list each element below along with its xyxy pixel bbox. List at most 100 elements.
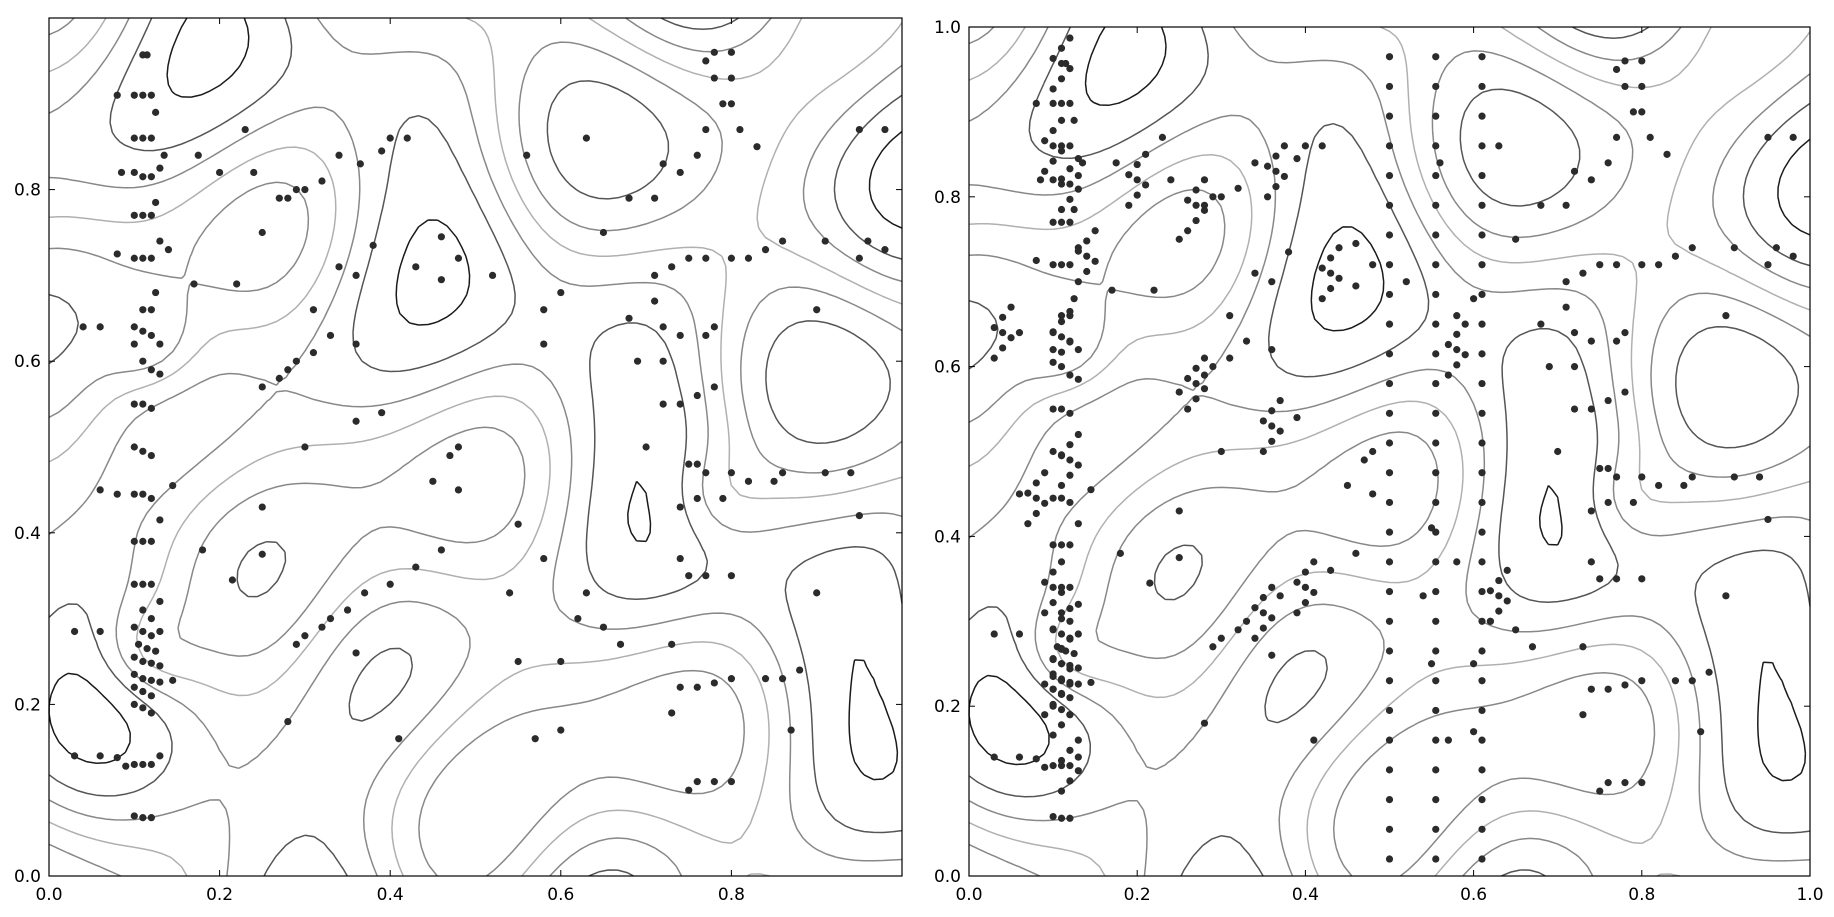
data-point xyxy=(1310,588,1318,597)
x-tick-label: 0.0 xyxy=(35,885,62,905)
data-point xyxy=(1318,142,1326,150)
data-point xyxy=(1293,609,1301,617)
data-point xyxy=(1385,350,1394,358)
data-point xyxy=(228,576,236,584)
contour-level-line xyxy=(968,26,1811,782)
data-point xyxy=(152,108,160,116)
data-point xyxy=(1268,422,1276,430)
data-point xyxy=(1074,185,1082,193)
data-point xyxy=(1385,587,1394,596)
data-point xyxy=(1486,617,1495,625)
data-point xyxy=(1385,706,1394,715)
data-point xyxy=(727,778,736,786)
data-point xyxy=(1385,825,1394,833)
data-point xyxy=(702,57,710,65)
data-point xyxy=(1495,607,1503,615)
x-tick-label: 0.2 xyxy=(1124,885,1151,905)
data-point xyxy=(147,91,155,99)
data-point xyxy=(1057,180,1066,188)
data-point xyxy=(352,417,360,425)
data-point xyxy=(1671,677,1680,685)
data-point xyxy=(1432,587,1440,596)
data-point xyxy=(1066,165,1074,173)
data-point xyxy=(1200,201,1209,209)
data-point xyxy=(1596,464,1604,473)
data-point xyxy=(1276,396,1284,405)
data-point xyxy=(1057,481,1066,490)
data-point xyxy=(412,263,420,271)
data-point xyxy=(990,753,998,761)
data-point xyxy=(796,666,804,674)
data-point xyxy=(1066,583,1074,591)
contour-level-line xyxy=(48,17,903,877)
data-point xyxy=(1057,721,1066,729)
data-point xyxy=(1268,651,1276,659)
data-point xyxy=(134,640,143,648)
data-point xyxy=(1041,578,1049,586)
data-point xyxy=(659,357,667,365)
data-point xyxy=(744,254,753,262)
data-point xyxy=(1385,320,1394,328)
data-point xyxy=(1041,469,1049,477)
data-point xyxy=(1259,593,1267,602)
data-point xyxy=(1057,147,1066,155)
data-point xyxy=(574,615,582,623)
data-point xyxy=(386,580,394,588)
data-point xyxy=(1049,85,1057,93)
x-tick-label: 0.6 xyxy=(1460,885,1487,905)
data-point xyxy=(1057,787,1066,795)
data-point xyxy=(139,537,147,545)
data-point xyxy=(1352,549,1360,557)
data-point xyxy=(1301,142,1309,150)
data-point xyxy=(1789,252,1797,260)
data-point xyxy=(761,246,770,254)
data-point xyxy=(710,383,718,391)
data-point xyxy=(1385,379,1394,388)
data-point xyxy=(1705,668,1713,676)
data-point xyxy=(1268,437,1276,445)
data-point xyxy=(1432,290,1440,299)
data-point xyxy=(1041,763,1049,771)
data-point xyxy=(761,675,770,683)
data-point xyxy=(1478,706,1486,715)
data-point xyxy=(1074,278,1082,286)
data-point xyxy=(1066,409,1074,417)
data-point xyxy=(1537,201,1545,209)
data-point xyxy=(1385,766,1394,774)
y-tick-label: 0.0 xyxy=(934,867,961,887)
data-point xyxy=(152,647,160,655)
data-point xyxy=(326,615,335,623)
data-point xyxy=(395,735,403,743)
data-point xyxy=(1280,142,1288,150)
data-point xyxy=(1070,205,1078,214)
data-point xyxy=(1369,261,1377,269)
data-point xyxy=(1057,44,1066,52)
data-point xyxy=(1629,498,1637,507)
data-point xyxy=(454,254,463,262)
data-point xyxy=(1066,142,1074,150)
data-point xyxy=(855,254,863,262)
data-point xyxy=(1385,469,1394,477)
data-point xyxy=(378,147,386,155)
data-point xyxy=(275,374,283,382)
data-point xyxy=(1478,587,1486,596)
data-point xyxy=(446,451,454,460)
y-axis-ticks: 0.0 0.2 0.4 0.6 0.8 1.0 xyxy=(934,18,1810,887)
data-point xyxy=(770,477,778,485)
data-point xyxy=(685,254,693,262)
data-point xyxy=(821,237,829,245)
data-point xyxy=(1478,677,1486,685)
data-point xyxy=(1495,142,1503,150)
data-point xyxy=(130,134,138,142)
data-point xyxy=(1066,665,1074,673)
data-point xyxy=(1310,558,1318,566)
data-point xyxy=(258,228,266,237)
data-point xyxy=(582,134,590,142)
data-point xyxy=(352,340,360,348)
data-point xyxy=(753,143,761,151)
data-point xyxy=(143,645,151,653)
data-point xyxy=(1503,566,1511,574)
data-point xyxy=(147,494,155,503)
left-contour-plot: 0.0 0.2 0.4 0.6 0.8 0.0 0.2 0.4 0.6 0.8 xyxy=(14,17,903,905)
data-point xyxy=(557,288,565,297)
